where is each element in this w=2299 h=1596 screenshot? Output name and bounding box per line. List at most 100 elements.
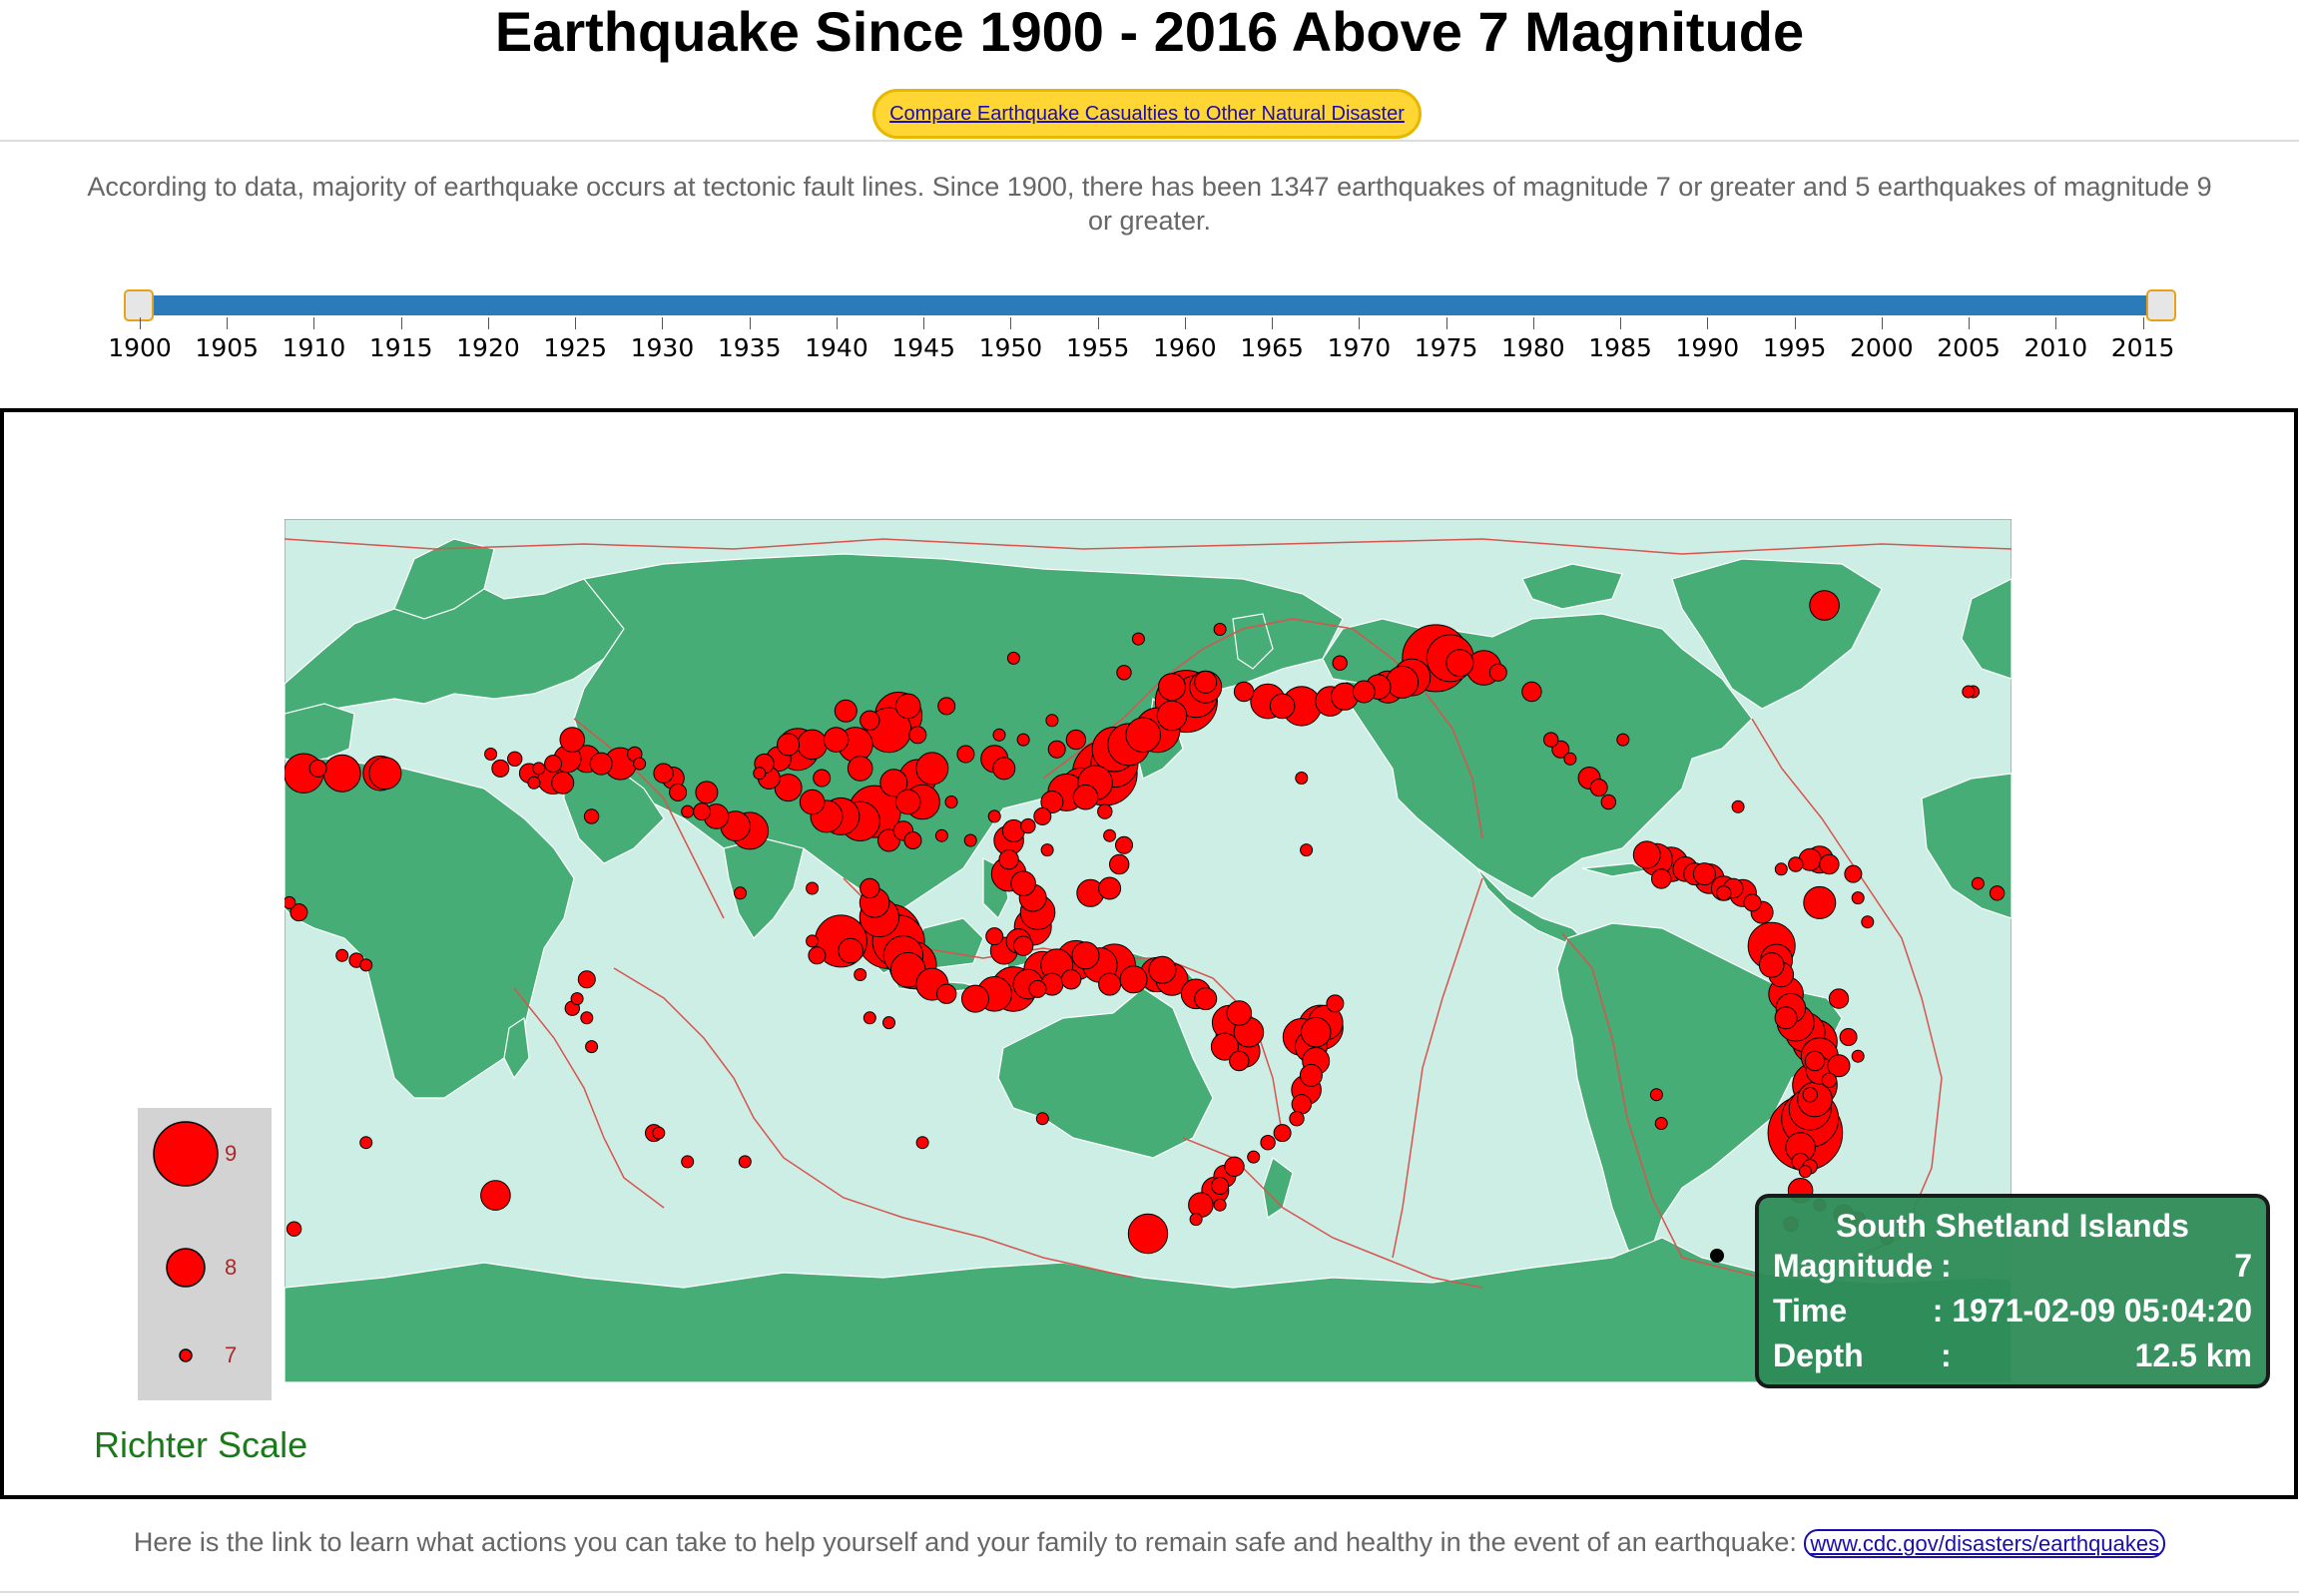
earthquake-marker[interactable] [1189,1213,1203,1227]
earthquake-marker[interactable] [1033,806,1052,825]
earthquake-marker[interactable] [1654,1117,1668,1130]
earthquake-marker[interactable] [1651,868,1672,889]
earthquake-marker[interactable] [1233,681,1255,703]
earthquake-marker[interactable] [738,1155,752,1169]
earthquake-marker[interactable] [286,1221,302,1237]
earthquake-marker[interactable] [1213,1198,1227,1212]
compare-casualties-button[interactable]: Compare Earthquake Casualties to Other N… [872,89,1422,139]
earthquake-marker[interactable] [308,759,327,778]
earthquake-marker[interactable] [1097,803,1113,819]
earthquake-marker[interactable] [992,757,1016,781]
earthquake-marker[interactable] [1291,1094,1312,1115]
earthquake-marker[interactable] [1012,935,1034,956]
earthquake-marker[interactable] [1045,714,1059,728]
earthquake-marker[interactable] [1226,1000,1253,1026]
earthquake-marker[interactable] [1563,752,1577,766]
earthquake-marker[interactable] [860,877,880,899]
earthquake-marker[interactable] [1109,853,1130,875]
earthquake-marker[interactable] [577,970,596,989]
earthquake-marker[interactable] [1632,840,1661,869]
world-map[interactable] [285,519,2012,1382]
earthquake-marker[interactable] [1010,870,1036,897]
earthquake-marker[interactable] [1851,891,1865,905]
earthquake-marker[interactable] [1194,987,1218,1011]
earthquake-marker[interactable] [1260,1135,1276,1151]
earthquake-marker[interactable] [1798,1165,1812,1179]
earthquake-marker[interactable] [879,769,908,798]
earthquake-marker[interactable] [1989,885,2006,901]
earthquake-marker[interactable] [1273,1124,1292,1143]
earthquake-marker[interactable] [1521,681,1542,703]
earthquake-marker[interactable] [934,828,948,842]
earthquake-marker[interactable] [1016,733,1030,747]
earthquake-marker[interactable] [1488,663,1507,682]
earthquake-marker[interactable] [806,881,820,895]
earthquake-marker[interactable] [1788,856,1804,872]
earthquake-marker[interactable] [1758,952,1785,978]
earthquake-marker[interactable] [799,789,826,815]
earthquake-marker[interactable] [1028,979,1047,998]
earthquake-marker[interactable] [854,968,867,981]
earthquake-marker[interactable] [903,831,922,849]
earthquake-marker[interactable] [527,776,541,790]
earthquake-marker[interactable] [777,733,801,757]
earthquake-marker[interactable] [1040,843,1054,857]
earthquake-marker[interactable] [1827,1054,1851,1078]
earthquake-marker[interactable] [544,755,563,774]
earthquake-marker[interactable] [862,1011,876,1025]
earthquake-marker[interactable] [1809,590,1840,621]
earthquake-marker[interactable] [823,727,850,753]
earthquake-marker[interactable] [908,726,927,745]
earthquake-marker[interactable] [583,808,600,824]
earthquake-marker[interactable] [1828,988,1850,1009]
earthquake-marker[interactable] [695,781,719,804]
cdc-link[interactable]: www.cdc.gov/disasters/earthquakes [1804,1529,2166,1558]
earthquake-marker[interactable] [1098,876,1122,900]
earthquake-marker[interactable] [1589,779,1608,798]
earthquake-marker[interactable] [1116,665,1132,681]
earthquake-marker[interactable] [507,751,523,768]
earthquake-marker[interactable] [834,699,858,723]
earthquake-marker[interactable] [1020,817,1036,834]
earthquake-marker[interactable] [797,729,828,761]
earthquake-marker[interactable] [992,728,1006,742]
earthquake-marker[interactable] [961,984,989,1013]
earthquake-marker[interactable] [480,1180,511,1211]
earthquake-marker[interactable] [1844,864,1863,883]
selected-quake-marker[interactable] [1710,1249,1724,1263]
earthquake-marker[interactable] [1035,1112,1049,1126]
earthquake-marker[interactable] [1210,1032,1239,1061]
earthquake-marker[interactable] [987,809,1001,823]
earthquake-marker[interactable] [734,886,747,900]
earthquake-marker[interactable] [1300,843,1314,857]
earthquake-marker[interactable] [1616,733,1630,747]
earthquake-marker[interactable] [1962,685,1976,699]
earthquake-marker[interactable] [882,1016,895,1030]
earthquake-marker[interactable] [681,804,695,818]
earthquake-marker[interactable] [1211,1177,1230,1195]
earthquake-marker[interactable] [1861,915,1875,929]
earthquake-marker[interactable] [1649,1088,1663,1102]
earthquake-marker[interactable] [1194,670,1218,694]
earthquake-marker[interactable] [580,1011,594,1025]
earthquake-marker[interactable] [1743,893,1762,912]
earthquake-marker[interactable] [322,754,361,793]
earthquake-marker[interactable] [532,762,546,776]
earthquake-marker[interactable] [1821,1072,1838,1088]
earthquake-marker[interactable] [985,927,1004,946]
earthquake-marker[interactable] [956,745,975,764]
earthquake-marker[interactable] [1247,1150,1261,1164]
earthquake-marker[interactable] [285,895,296,909]
earthquake-marker[interactable] [1224,1156,1245,1177]
earthquake-marker[interactable] [1804,1050,1826,1072]
earthquake-marker[interactable] [1692,862,1716,886]
earthquake-marker[interactable] [1125,717,1162,754]
earthquake-marker[interactable] [915,1136,929,1150]
earthquake-marker[interactable] [1103,828,1117,842]
earthquake-marker[interactable] [1299,1063,1323,1087]
earthquake-marker[interactable] [559,727,586,753]
earthquake-marker[interactable] [1819,853,1840,875]
earthquake-marker[interactable] [669,783,688,801]
earthquake-marker[interactable] [633,757,647,771]
earthquake-marker[interactable] [1839,1028,1858,1046]
